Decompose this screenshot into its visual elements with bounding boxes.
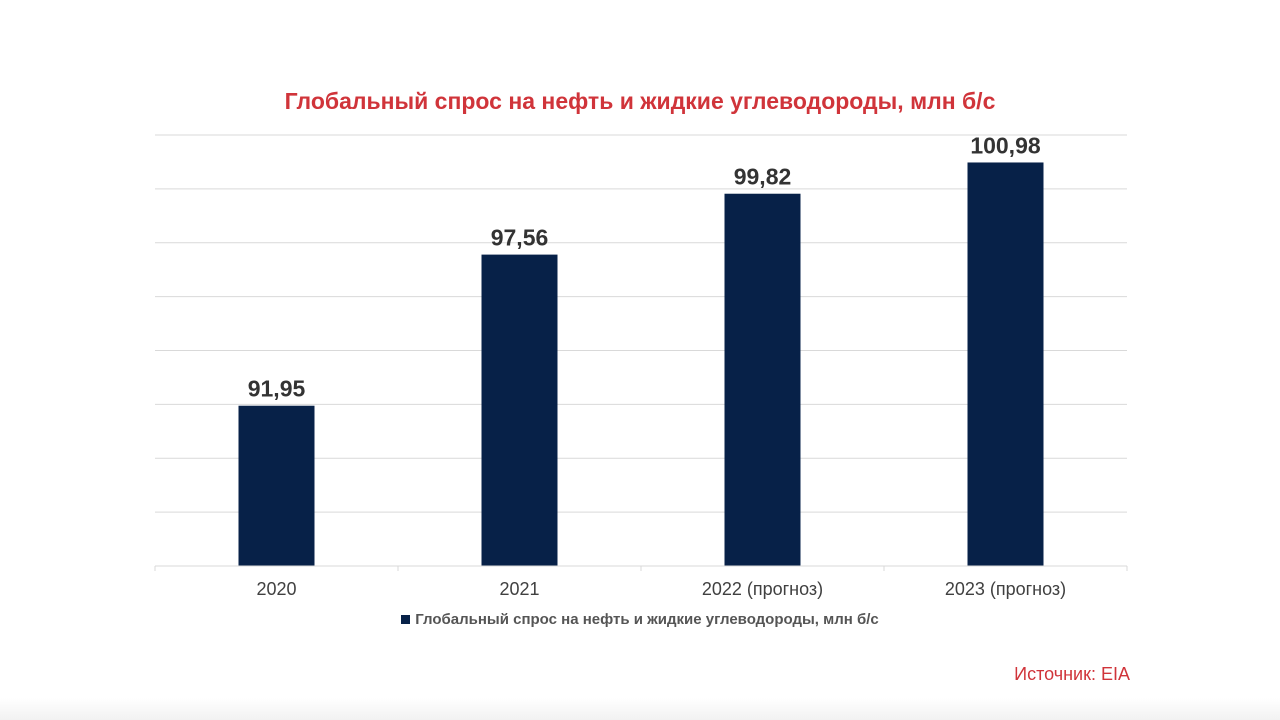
x-tick-label-3: 2022 (прогноз)	[702, 579, 823, 599]
bar-4	[967, 162, 1044, 566]
data-label-4: 100,98	[970, 132, 1041, 158]
data-labels: 91,95 97,56 99,82 100,98	[248, 132, 1041, 401]
bar-1	[238, 405, 315, 566]
x-axis: 2020 2021 2022 (прогноз) 2023 (прогноз)	[154, 565, 1128, 599]
x-tick-label-2: 2021	[499, 579, 539, 599]
data-label-3: 99,82	[734, 164, 792, 190]
source-note: Источник: EIA	[1014, 664, 1130, 684]
legend-label: Глобальный спрос на нефть и жидкие углев…	[415, 611, 879, 628]
bar-3	[724, 193, 801, 566]
bars	[238, 162, 1044, 567]
data-label-2: 97,56	[491, 225, 549, 251]
x-tick-label-4: 2023 (прогноз)	[945, 579, 1066, 599]
bottom-shade	[0, 698, 1280, 720]
bar-2	[481, 254, 558, 567]
gridlines	[155, 134, 1127, 513]
chart-title: Глобальный спрос на нефть и жидкие углев…	[284, 88, 996, 114]
legend: Глобальный спрос на нефть и жидкие углев…	[0, 611, 1280, 628]
x-tick-label-1: 2020	[256, 579, 296, 599]
data-label-1: 91,95	[248, 376, 306, 402]
legend-swatch	[401, 615, 411, 624]
